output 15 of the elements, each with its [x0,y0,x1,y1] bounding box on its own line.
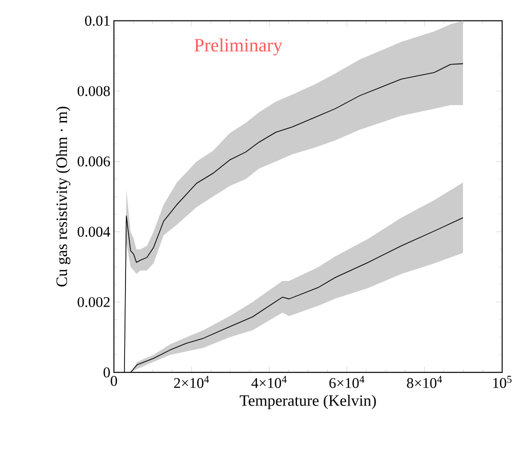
y-axis-title: Cu gas resistivity (Ohm · m) [56,106,70,287]
x-axis-title: Temperature (Kelvin) [240,394,376,410]
y-tick-label: 0.006 [78,156,110,167]
x-tick-label: 2×10$^{4}$ [174,376,210,388]
x-tick-label: 0 [110,376,118,386]
y-tick-label: 0 [104,368,110,378]
x-tick-label: 6×10$^{4}$ [329,376,364,388]
y-tick-label: 0.004 [78,226,110,237]
y-tick-label: 0.002 [78,297,110,308]
annotation: Preliminary [194,38,282,56]
y-tick-label: 0.008 [78,86,110,96]
x-tick-label: 10$^{5}$ [493,376,512,388]
y-tick-label: 0.01 [85,16,110,26]
x-tick-label: 4×10$^{4}$ [251,376,287,388]
x-tick-label: 8×10$^{4}$ [406,376,442,388]
